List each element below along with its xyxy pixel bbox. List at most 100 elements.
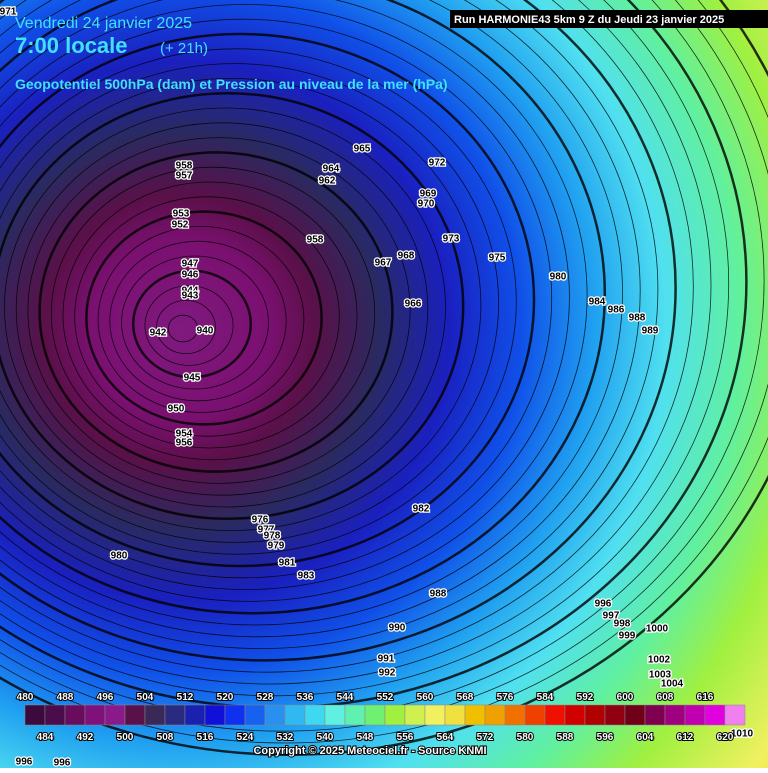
scale-swatch xyxy=(84,704,106,726)
scale-swatch xyxy=(644,704,666,726)
isobar-label: 1010 xyxy=(731,729,754,740)
contour xyxy=(0,0,729,697)
scale-swatch xyxy=(324,704,346,726)
isobar-label: 979 xyxy=(268,541,285,552)
isobar-label: 991 xyxy=(378,654,395,665)
isobar-label: 944 xyxy=(182,286,199,297)
scale-label: 576 xyxy=(497,692,514,703)
subtitle: Geopotentiel 500hPa (dam) et Pression au… xyxy=(15,76,448,92)
isobar-label: 946 xyxy=(182,270,199,281)
scale-label: 592 xyxy=(577,692,594,703)
isobar-label: 986 xyxy=(608,305,625,316)
scale-swatch xyxy=(124,704,146,726)
contour xyxy=(0,0,606,615)
isobar-label: 1003 xyxy=(649,670,672,681)
isobar-label: 968 xyxy=(398,251,415,262)
scale-swatch xyxy=(184,704,206,726)
scale-label: 564 xyxy=(437,732,454,743)
scale-swatch xyxy=(484,704,506,726)
scale-label: 604 xyxy=(637,732,654,743)
scale-label: 616 xyxy=(697,692,714,703)
contour xyxy=(0,0,641,638)
scale-label: 612 xyxy=(677,732,694,743)
scale-swatch xyxy=(264,704,286,726)
contour xyxy=(27,137,411,484)
scale-label: 480 xyxy=(17,692,34,703)
scale-swatch xyxy=(344,704,366,726)
scale-swatch xyxy=(684,704,706,726)
isobar-label: 981 xyxy=(279,558,296,569)
contour xyxy=(0,92,465,520)
scale-swatch xyxy=(584,704,606,726)
offset: (+ 21h) xyxy=(160,40,208,57)
contour xyxy=(0,4,570,590)
isobar-label: 947 xyxy=(182,259,199,270)
isobar-label: 956 xyxy=(176,438,193,449)
time: 7:00 locale xyxy=(15,33,128,58)
isobar-label: 943 xyxy=(182,291,199,302)
run-box xyxy=(450,10,768,28)
contour xyxy=(0,0,768,732)
contour xyxy=(15,122,429,496)
isobar-label: 984 xyxy=(589,297,606,308)
contour xyxy=(0,0,677,662)
isobar-label: 958 xyxy=(307,235,324,246)
isobar-label: 990 xyxy=(389,623,406,634)
isobar-label: 940 xyxy=(197,326,214,337)
isobar-label: 975 xyxy=(489,253,506,264)
isobar-label: 983 xyxy=(298,571,315,582)
scale-label: 544 xyxy=(337,692,354,703)
scale-swatch xyxy=(424,704,446,726)
isobar-label: 970 xyxy=(418,199,435,210)
scale-label: 500 xyxy=(117,732,134,743)
contour xyxy=(156,299,216,354)
contour xyxy=(109,240,287,402)
isobar-label: 988 xyxy=(430,589,447,600)
scale-swatch xyxy=(104,704,126,726)
contour xyxy=(38,151,394,473)
color-scale: 480 484 488 492 496 500 504 508 512 516 520 524 528 5… xyxy=(16,691,746,744)
isobar-label: 954 xyxy=(176,429,193,440)
contour xyxy=(0,0,694,673)
isobar-label: 945 xyxy=(184,373,201,384)
copyright: Copyright © 2025 Meteociel.fr - Source K… xyxy=(253,745,486,757)
isobar-label: 957 xyxy=(176,171,193,182)
scale-swatch xyxy=(704,704,726,726)
isobar-label: 967 xyxy=(375,258,392,269)
isobar-label: 980 xyxy=(550,272,567,283)
scale-swatch xyxy=(304,704,326,726)
scale-label: 580 xyxy=(517,732,534,743)
scale-label: 520 xyxy=(217,692,234,703)
contour xyxy=(0,0,768,756)
isobar-label: 1002 xyxy=(648,655,671,666)
scale-label: 536 xyxy=(297,692,314,703)
contour xyxy=(0,0,623,626)
scale-swatch xyxy=(364,704,386,726)
isobar-label: 989 xyxy=(642,326,659,337)
isobar-label: 950 xyxy=(168,404,185,415)
contour xyxy=(167,314,199,343)
isobar-label: 973 xyxy=(443,234,460,245)
scale-swatch xyxy=(604,704,626,726)
isobar-label: 966 xyxy=(405,299,422,310)
contour xyxy=(4,107,446,508)
scale-swatch xyxy=(404,704,426,726)
run-label: Run HARMONIE43 5km 9 Z du Jeudi 23 janvi… xyxy=(454,14,724,26)
isobar-label: 964 xyxy=(323,164,340,175)
scale-swatch xyxy=(464,704,486,726)
contour xyxy=(0,0,768,744)
contour xyxy=(0,63,499,543)
isobar-label: 971 xyxy=(0,7,17,18)
scale-label: 532 xyxy=(277,732,294,743)
isobar-label: 969 xyxy=(420,189,437,200)
isobar-label: 972 xyxy=(429,158,446,169)
scale-swatch xyxy=(204,704,226,726)
isobar-label: 958 xyxy=(176,161,193,172)
isobar-label: 942 xyxy=(150,328,167,339)
scale-label: 516 xyxy=(197,732,214,743)
isobar-label: 978 xyxy=(264,531,281,542)
isobar-label: 998 xyxy=(614,619,631,630)
